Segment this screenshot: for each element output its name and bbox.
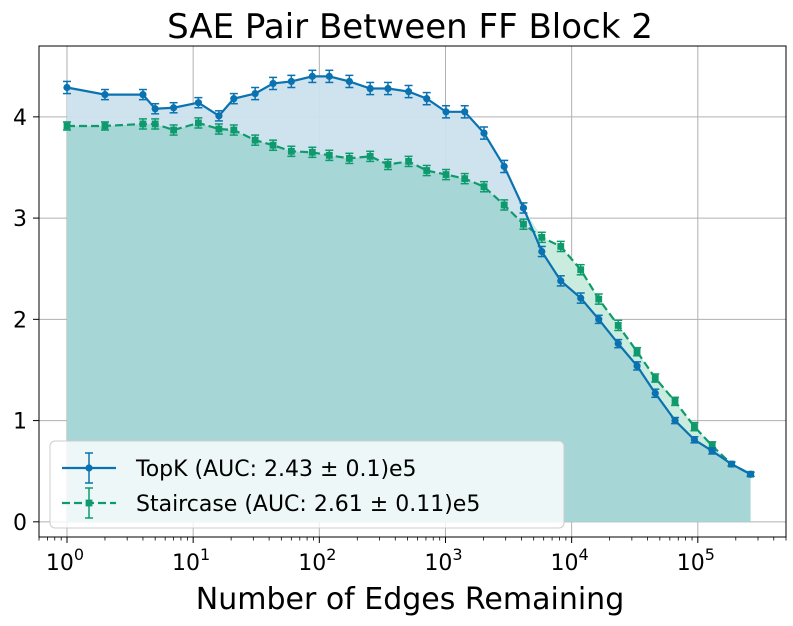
topk-point [269, 79, 277, 88]
staircase-point [151, 120, 159, 128]
staircase-point [251, 136, 259, 144]
x-axis-label: Number of Edges Remaining [196, 582, 624, 617]
staircase-point [671, 397, 679, 405]
topk-point [671, 416, 679, 425]
staircase-point [614, 322, 622, 329]
topk-point [345, 77, 353, 86]
topk-point [366, 84, 374, 93]
staircase-point [500, 201, 508, 209]
staircase-point [708, 442, 716, 450]
topk-point [139, 90, 147, 99]
topk-point [404, 87, 413, 96]
topk-point [651, 389, 659, 397]
staircase-point [384, 161, 392, 168]
topk-point [251, 89, 259, 98]
staircase-point [170, 126, 178, 134]
legend: TopK (AUC: 2.43 ± 0.1)e5 Staircase (AUC: … [49, 440, 565, 529]
axes: 100 101 102 103 104 105 0 1 2 3 4 [13, 106, 787, 576]
legend-staircase-label: Staircase (AUC: 2.61 ± 0.11)e5 [136, 492, 480, 517]
staircase-point [595, 295, 603, 303]
x-tick-label: 100 [46, 545, 84, 576]
y-tick-label: 1 [13, 410, 27, 435]
legend-topk-marker [85, 464, 93, 472]
topk-point [500, 162, 508, 171]
topk-point [151, 105, 159, 113]
topk-point [480, 129, 488, 137]
staircase-point [366, 152, 374, 160]
staircase-point [194, 119, 202, 127]
staircase-point [423, 167, 431, 174]
staircase-point [461, 175, 469, 183]
topk-point [423, 95, 431, 103]
topk-point [287, 77, 295, 86]
x-tick-label: 103 [424, 545, 462, 576]
staircase-point [101, 122, 109, 130]
topk-point [308, 72, 316, 80]
topk-point [101, 90, 109, 99]
staircase-point [691, 423, 698, 431]
staircase-point [230, 126, 238, 134]
y-tick-label: 0 [13, 511, 27, 536]
topk-point [230, 95, 238, 103]
staircase-point [557, 243, 565, 250]
topk-point [595, 315, 603, 323]
topk-point [384, 84, 392, 93]
topk-point [746, 470, 755, 478]
topk-point [63, 83, 71, 92]
topk-point [557, 277, 565, 285]
topk-point [170, 104, 178, 112]
staircase-point [577, 266, 585, 274]
chart-title: SAE Pair Between FF Block 2 [167, 7, 653, 47]
topk-point [461, 108, 469, 116]
series-lines [62, 69, 755, 478]
plot-frame [38, 45, 787, 538]
x-tick-label: 102 [298, 545, 336, 576]
topk-point [194, 99, 202, 107]
staircase-point [287, 147, 295, 155]
topk-point [325, 72, 333, 80]
staircase-fill [66, 122, 751, 522]
staircase-point [538, 233, 546, 241]
x-tick-label: 105 [677, 545, 715, 576]
staircase-line [66, 121, 752, 476]
topk-point [633, 362, 641, 370]
topk-point [708, 447, 716, 455]
legend-staircase-marker [85, 499, 93, 507]
topk-point [727, 460, 736, 468]
staircase-point [651, 374, 659, 382]
staircase-point [308, 148, 316, 156]
legend-box [49, 440, 565, 529]
x-tick-label: 104 [551, 545, 589, 576]
staircase-point [325, 151, 333, 159]
staircase-point [405, 158, 412, 165]
staircase-point [480, 183, 488, 191]
y-tick-label: 3 [13, 207, 27, 232]
topk-point [215, 112, 223, 120]
staircase-point [633, 348, 641, 356]
staircase-point [269, 141, 277, 149]
topk-point [442, 108, 450, 116]
staircase-point [139, 120, 147, 128]
topk-point [690, 436, 699, 444]
staircase-point [63, 122, 71, 130]
staircase-point [442, 171, 450, 178]
topk-point [577, 294, 585, 302]
topk-point [538, 247, 546, 256]
topk-point [519, 204, 528, 212]
y-tick-label: 2 [13, 308, 27, 333]
staircase-point [345, 154, 353, 162]
staircase-point [215, 125, 223, 133]
y-tick-label: 4 [13, 106, 27, 131]
legend-topk-label: TopK (AUC: 2.43 ± 0.1)e5 [135, 457, 417, 482]
staircase-point [520, 220, 527, 228]
x-tick-label: 101 [172, 545, 210, 576]
topk-point [614, 340, 622, 348]
